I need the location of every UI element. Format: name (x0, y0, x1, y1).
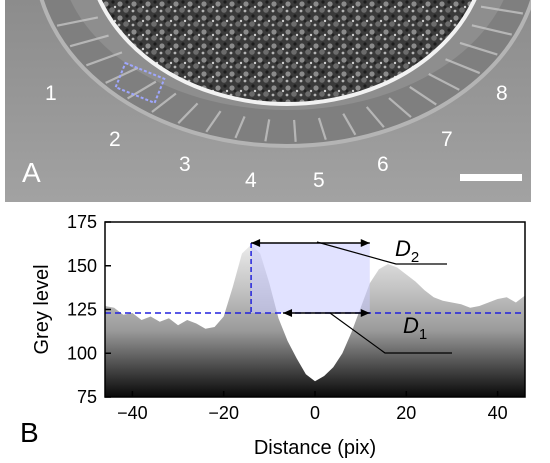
shell-spoke (151, 92, 177, 113)
shell-spoke (317, 117, 327, 141)
region-number-6: 6 (377, 153, 389, 176)
y-tick-label: 75 (77, 387, 97, 407)
highlight-band (251, 243, 370, 313)
shell-spokes (56, 5, 524, 142)
shell-spoke (409, 86, 437, 106)
leader-line-D1 (329, 312, 452, 354)
region-number-5: 5 (313, 169, 325, 192)
leader-line-D2 (316, 241, 447, 265)
arrow-head (283, 309, 293, 317)
shell-spoke (205, 110, 222, 133)
shell-spoke (459, 41, 498, 56)
profile-area (105, 244, 525, 397)
shell-spoke (445, 58, 481, 75)
shell-spoke (69, 34, 109, 48)
shell-spoke (105, 66, 139, 84)
shell-spoke (56, 16, 99, 27)
shell-spoke (85, 51, 123, 67)
region-number-4: 4 (245, 169, 257, 192)
annotation-label-D2: D2 (395, 236, 419, 266)
arrow-head (360, 309, 370, 317)
y-tick-label: 100 (67, 343, 97, 363)
x-tick-label: 0 (310, 403, 320, 423)
shell-spoke (177, 102, 199, 124)
shell-spoke (293, 119, 297, 142)
shell-spoke (365, 106, 385, 128)
x-tick-label: 40 (488, 403, 508, 423)
shell-spoke (234, 115, 246, 139)
y-tick-label: 125 (67, 300, 97, 320)
panel-a-label: A (22, 157, 41, 188)
shell-spoke (480, 5, 524, 15)
shell-spoke (264, 119, 271, 142)
region-number-2: 2 (109, 128, 121, 151)
cell-interior (97, 0, 477, 106)
x-tick-label: 20 (396, 403, 416, 423)
y-tick-label: 150 (67, 256, 97, 276)
region-number-8: 8 (496, 82, 508, 105)
shell-spoke (428, 72, 460, 91)
shell-spoke (388, 97, 412, 118)
arrow-head (251, 239, 261, 247)
measurement-box (114, 61, 166, 105)
shell-spoke (342, 113, 357, 136)
x-tick-label: −20 (208, 403, 239, 423)
region-number-3: 3 (179, 153, 191, 176)
x-axis-label: Distance (pix) (254, 437, 376, 459)
region-number-1: 1 (45, 82, 57, 105)
shell-spoke (127, 80, 157, 100)
x-tick-label: −40 (117, 403, 148, 423)
y-axis: 75 100 125 150 175 (67, 212, 111, 407)
y-tick-label: 175 (67, 212, 97, 232)
micrograph-panel: 1 2 3 4 5 6 7 8 A (5, 0, 531, 202)
shell-spoke (471, 24, 513, 36)
arrow-head (360, 239, 370, 247)
scale-bar (460, 174, 522, 181)
x-axis: −40 −20 0 20 40 (117, 391, 508, 423)
panel-b-label: B (20, 417, 39, 448)
y-axis-label: Grey level (31, 264, 53, 354)
region-number-7: 7 (441, 128, 453, 151)
